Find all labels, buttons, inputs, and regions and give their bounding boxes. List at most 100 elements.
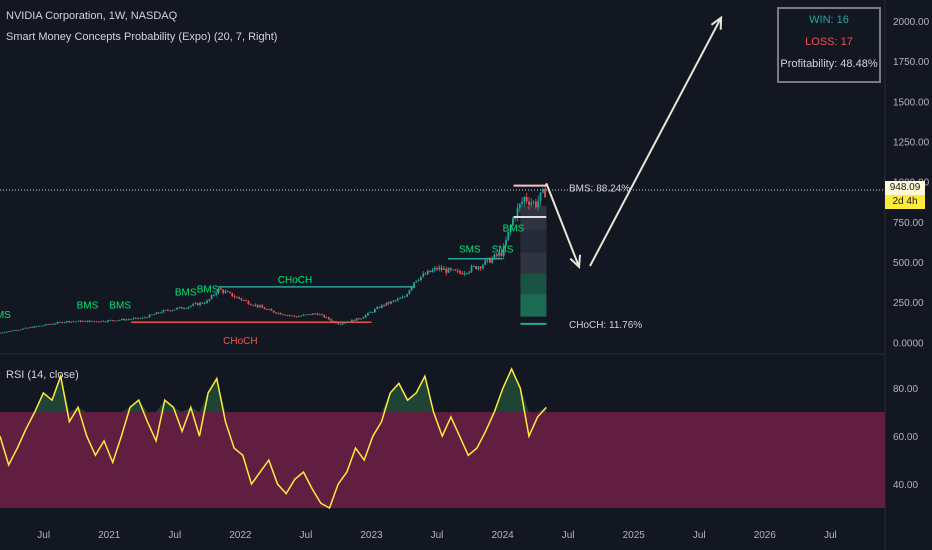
profitability-value: Profitability: 48.48% [780,58,878,70]
candle-body [75,321,77,323]
candle-body [456,270,459,272]
candle-body [433,267,436,271]
candle-body [162,310,165,313]
candle-body [263,307,266,310]
candle-body [148,314,151,318]
candle-body [461,272,464,275]
candle-body [470,266,473,272]
candle-body [284,314,287,316]
rsi-axis-tick: 80.00 [893,384,918,395]
candle-body [424,273,427,275]
candle-body [482,264,484,269]
candle-body [185,308,188,309]
price-axis-tick: 1250.00 [893,137,930,148]
candle-body [173,309,176,311]
structure-label: SMS [459,244,481,255]
candle-body [401,296,404,299]
structure-label: CHoCH [278,275,312,286]
candle-body [26,327,29,329]
candle-body [406,294,408,297]
stats-table: WIN: 16 LOSS: 17 Profitability: 48.48% [777,7,881,83]
candle-body [505,239,507,246]
candle-body [79,320,82,322]
candle-body [422,273,425,277]
candle-body [3,332,6,334]
candle-body [438,267,441,270]
candle-body [123,318,126,321]
candle-body [77,320,80,322]
candle-body [171,310,174,311]
candle-body [311,313,314,315]
candle-body [153,314,155,315]
candle-body [291,315,293,317]
candle-body [341,323,344,325]
candle-body [238,297,241,299]
candle-body [49,324,52,325]
time-axis-tick: 2022 [229,530,252,541]
candle-body [449,268,452,270]
candle-body [466,273,468,274]
candle-body [528,201,530,205]
candle-body [321,314,323,316]
structure-label: BMS [175,288,197,299]
candle-body [518,203,521,208]
projection-arrow-up [589,17,722,267]
candle-body [447,268,450,273]
time-axis-tick: Jul [431,530,444,541]
candle-body [454,269,457,271]
candle-body [286,315,289,316]
time-axis-tick: 2024 [491,530,514,541]
candle-body [155,312,158,315]
candle-body [111,320,114,321]
time-axis-tick: Jul [562,530,575,541]
candle-body [102,320,105,322]
candle-body [196,303,199,306]
indicator-legend[interactable]: Smart Money Concepts Probability (Expo) … [6,31,278,43]
candle-body [318,314,321,316]
candle-body [10,330,13,332]
candle-body [431,270,434,273]
candle-body [399,298,402,299]
candle-body [507,231,510,240]
candle-body [364,315,367,318]
candle-body [252,305,254,306]
candle-body [337,323,339,325]
candle-body [514,217,517,219]
candle-body [208,299,211,301]
candle-body [523,197,526,202]
candle-body [229,291,231,293]
candle-body [426,270,429,275]
candle-body [121,318,123,321]
candle-body [378,307,381,309]
candle-body [61,322,63,323]
candle-body [394,300,397,302]
candle-body [70,321,73,323]
candle-body [35,326,38,328]
candle-body [477,266,480,270]
candle-body [436,267,438,270]
rsi-band [0,412,885,509]
candle-body [443,268,445,271]
candle-body [183,308,185,310]
structure-label: BMS [77,301,99,312]
candle-body [137,317,139,319]
candle-body [0,332,1,334]
candle-body [160,312,162,314]
structure-label: BMS [109,301,131,312]
candle-body [42,325,45,327]
candle-body [498,252,500,256]
candle-body [100,320,103,322]
candle-body [275,312,277,314]
candle-body [309,314,312,315]
candle-body [535,201,537,208]
candle-body [295,316,298,318]
price-axis-tick: 250.00 [893,298,924,309]
structure-label: BMS [197,285,219,296]
candle-body [33,326,36,328]
candle-body [429,270,431,273]
candle-body [351,319,353,322]
candle-body [242,300,245,301]
time-axis-tick: Jul [37,530,50,541]
candle-body [509,225,512,232]
